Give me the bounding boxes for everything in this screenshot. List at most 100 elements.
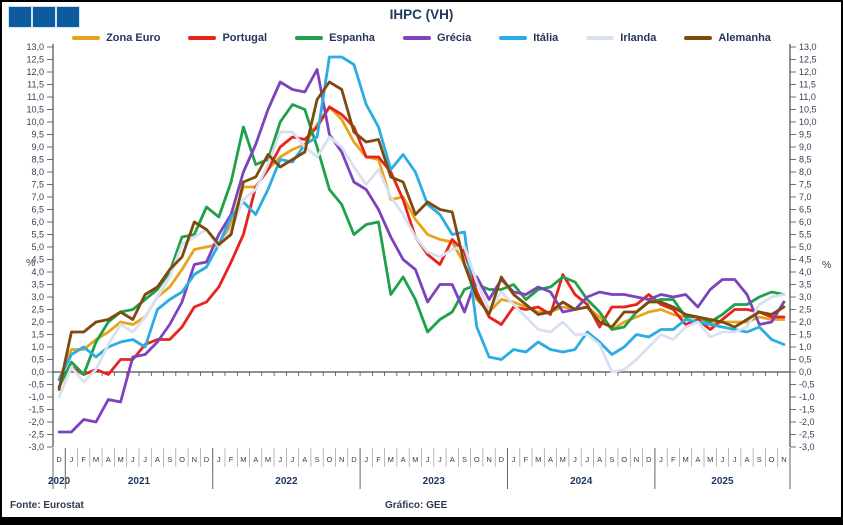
svg-text:4,0: 4,0: [799, 267, 812, 277]
plot-area: 13,0 13,0 12,5 12,5 12,0 12,0 11,5 11,5 11,0 11,0…: [26, 42, 817, 489]
svg-text:9,0: 9,0: [799, 142, 812, 152]
svg-text:7,5: 7,5: [799, 180, 812, 190]
svg-text:M: M: [240, 455, 246, 464]
svg-text:2,5: 2,5: [31, 305, 44, 315]
svg-text:A: A: [106, 455, 111, 464]
logo-bar: [57, 7, 79, 27]
svg-text:9,0: 9,0: [31, 142, 44, 152]
svg-text:11,5: 11,5: [27, 80, 44, 90]
svg-text:10,0: 10,0: [26, 117, 44, 127]
svg-text:6,0: 6,0: [799, 217, 812, 227]
svg-text:5,0: 5,0: [31, 242, 44, 252]
legend-swatch: [402, 36, 431, 40]
svg-text:-1,5: -1,5: [799, 405, 815, 415]
svg-text:J: J: [438, 455, 442, 464]
svg-text:D: D: [646, 455, 652, 464]
svg-text:1,0: 1,0: [799, 342, 812, 352]
svg-text:J: J: [573, 455, 577, 464]
svg-text:J: J: [217, 455, 221, 464]
svg-text:3,5: 3,5: [799, 280, 812, 290]
svg-text:J: J: [426, 455, 430, 464]
svg-text:O: O: [326, 455, 332, 464]
svg-text:J: J: [364, 455, 368, 464]
legend-item: Espanha: [295, 32, 375, 44]
svg-text:S: S: [315, 455, 320, 464]
svg-text:7,5: 7,5: [31, 180, 44, 190]
svg-text:10,0: 10,0: [799, 117, 817, 127]
legend-label: Alemanha: [718, 32, 771, 44]
svg-text:J: J: [585, 455, 589, 464]
svg-text:2024: 2024: [570, 476, 593, 487]
svg-text:9,5: 9,5: [31, 130, 44, 140]
svg-text:M: M: [117, 455, 123, 464]
svg-text:S: S: [462, 455, 467, 464]
svg-text:-0,5: -0,5: [799, 380, 815, 390]
svg-text:2021: 2021: [128, 476, 151, 487]
legend-item: Portugal: [188, 32, 267, 44]
svg-text:J: J: [659, 455, 663, 464]
svg-text:A: A: [155, 455, 160, 464]
svg-text:10,5: 10,5: [26, 105, 44, 115]
svg-text:-2,5: -2,5: [28, 430, 44, 440]
svg-text:J: J: [131, 455, 135, 464]
svg-text:0,0: 0,0: [799, 367, 812, 377]
svg-text:12,0: 12,0: [26, 67, 44, 77]
svg-text:2022: 2022: [275, 476, 298, 487]
svg-text:1,5: 1,5: [31, 330, 44, 340]
svg-text:A: A: [548, 455, 553, 464]
svg-text:2,0: 2,0: [799, 317, 812, 327]
svg-text:J: J: [70, 455, 74, 464]
svg-text:A: A: [401, 455, 406, 464]
svg-text:-1,0: -1,0: [28, 392, 44, 402]
svg-text:F: F: [524, 455, 529, 464]
svg-text:6,0: 6,0: [31, 217, 44, 227]
svg-text:2023: 2023: [423, 476, 446, 487]
svg-text:3,5: 3,5: [31, 280, 44, 290]
svg-text:N: N: [634, 455, 639, 464]
series-line: [57, 103, 786, 389]
svg-text:12,5: 12,5: [26, 55, 44, 65]
svg-text:J: J: [291, 455, 295, 464]
svg-text:0,5: 0,5: [31, 355, 44, 365]
svg-text:6,5: 6,5: [31, 205, 44, 215]
legend-label: Itália: [533, 32, 559, 44]
svg-text:4,5: 4,5: [799, 255, 812, 265]
legend-swatch: [499, 36, 528, 40]
svg-text:-2,5: -2,5: [799, 430, 815, 440]
svg-text:8,0: 8,0: [799, 167, 812, 177]
svg-text:F: F: [229, 455, 234, 464]
svg-text:1,5: 1,5: [799, 330, 812, 340]
svg-text:7,0: 7,0: [31, 192, 44, 202]
legend-item: Alemanha: [684, 32, 771, 44]
svg-text:J: J: [733, 455, 737, 464]
svg-text:-2,0: -2,0: [28, 417, 44, 427]
svg-text:5,5: 5,5: [799, 230, 812, 240]
svg-text:10,5: 10,5: [799, 105, 817, 115]
svg-text:-2,0: -2,0: [799, 417, 815, 427]
svg-text:O: O: [474, 455, 480, 464]
svg-text:8,5: 8,5: [31, 155, 44, 165]
svg-text:0,5: 0,5: [799, 355, 812, 365]
svg-text:M: M: [707, 455, 713, 464]
svg-text:-0,5: -0,5: [28, 380, 44, 390]
svg-text:1,0: 1,0: [31, 342, 44, 352]
svg-text:A: A: [744, 455, 749, 464]
legend-item: Itália: [499, 32, 558, 44]
legend-label: Espanha: [329, 32, 375, 44]
svg-text:-1,0: -1,0: [799, 392, 815, 402]
svg-text:A: A: [450, 455, 455, 464]
svg-text:N: N: [339, 455, 344, 464]
svg-text:8,5: 8,5: [799, 155, 812, 165]
svg-text:3,0: 3,0: [799, 292, 812, 302]
series-line: [57, 105, 786, 381]
svg-text:J: J: [143, 455, 147, 464]
svg-text:12,5: 12,5: [799, 55, 817, 65]
svg-text:F: F: [81, 455, 86, 464]
svg-text:2020: 2020: [48, 476, 71, 487]
chart-canvas: IHPC (VH) Zona Euro Portugal Espanha Grécia…: [2, 2, 841, 517]
svg-text:D: D: [499, 455, 505, 464]
svg-text:A: A: [302, 455, 307, 464]
svg-text:9,5: 9,5: [799, 130, 812, 140]
svg-text:M: M: [412, 455, 418, 464]
svg-text:4,0: 4,0: [31, 267, 44, 277]
